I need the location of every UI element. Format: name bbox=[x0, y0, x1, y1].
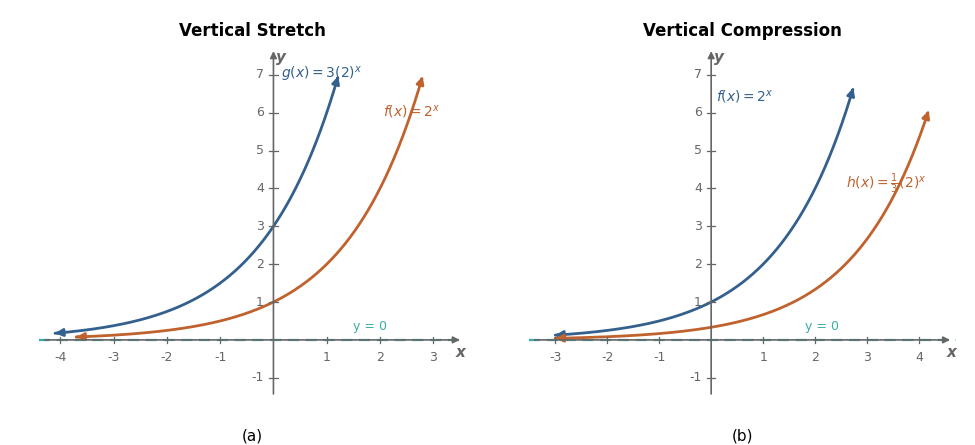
Text: 4: 4 bbox=[256, 182, 264, 195]
Text: 3: 3 bbox=[256, 220, 264, 233]
Text: y = 0: y = 0 bbox=[353, 320, 387, 333]
Text: $g(x) = 3(2)^x$: $g(x) = 3(2)^x$ bbox=[282, 65, 363, 84]
Text: 1: 1 bbox=[760, 351, 767, 364]
Text: 7: 7 bbox=[694, 68, 702, 81]
Text: 2: 2 bbox=[376, 351, 384, 364]
Title: Vertical Stretch: Vertical Stretch bbox=[178, 22, 326, 40]
Text: -1: -1 bbox=[689, 371, 702, 384]
Text: 1: 1 bbox=[694, 295, 702, 308]
Text: 3: 3 bbox=[863, 351, 871, 364]
Text: $h(x) = \frac{1}{3}(2)^x$: $h(x) = \frac{1}{3}(2)^x$ bbox=[846, 172, 927, 196]
Text: x: x bbox=[947, 344, 956, 360]
Text: 4: 4 bbox=[694, 182, 702, 195]
Text: -2: -2 bbox=[601, 351, 613, 364]
Text: $f(x) = 2^x$: $f(x) = 2^x$ bbox=[382, 103, 441, 120]
Text: 2: 2 bbox=[694, 258, 702, 271]
Text: y = 0: y = 0 bbox=[804, 320, 838, 333]
Text: x: x bbox=[456, 344, 466, 360]
Text: -2: -2 bbox=[161, 351, 174, 364]
Text: 1: 1 bbox=[256, 295, 264, 308]
Text: 4: 4 bbox=[916, 351, 923, 364]
Text: -1: -1 bbox=[252, 371, 264, 384]
Text: 1: 1 bbox=[323, 351, 331, 364]
Text: (b): (b) bbox=[731, 429, 753, 444]
Text: 5: 5 bbox=[255, 144, 264, 157]
Text: (a): (a) bbox=[242, 429, 262, 444]
Text: y: y bbox=[714, 50, 724, 65]
Text: 7: 7 bbox=[255, 68, 264, 81]
Text: -1: -1 bbox=[653, 351, 665, 364]
Text: 6: 6 bbox=[694, 106, 702, 119]
Text: 2: 2 bbox=[811, 351, 819, 364]
Text: 3: 3 bbox=[694, 220, 702, 233]
Text: 5: 5 bbox=[694, 144, 702, 157]
Text: 2: 2 bbox=[256, 258, 264, 271]
Text: 6: 6 bbox=[256, 106, 264, 119]
Title: Vertical Compression: Vertical Compression bbox=[643, 22, 841, 40]
Text: -3: -3 bbox=[107, 351, 120, 364]
Text: 3: 3 bbox=[429, 351, 437, 364]
Text: -3: -3 bbox=[549, 351, 562, 364]
Text: -4: -4 bbox=[55, 351, 66, 364]
Text: $f(x) = 2^x$: $f(x) = 2^x$ bbox=[717, 88, 774, 105]
Text: -1: -1 bbox=[214, 351, 226, 364]
Text: y: y bbox=[277, 50, 287, 65]
